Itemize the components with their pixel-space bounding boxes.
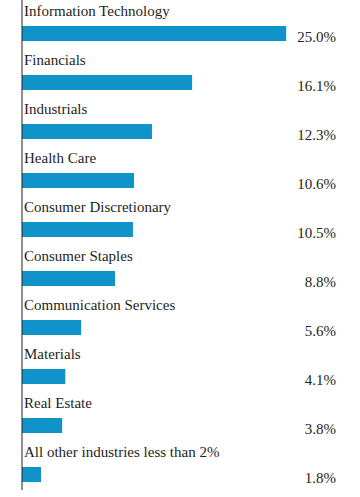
value-label: 12.3%: [297, 127, 336, 143]
value-label: 5.6%: [305, 323, 336, 339]
bar: [22, 320, 81, 335]
category-label: All other industries less than 2%: [24, 444, 219, 460]
category-label: Materials: [24, 346, 81, 362]
bar: [22, 222, 133, 237]
labels: Information Technology 25.0% Financials 16.…: [24, 3, 336, 486]
value-label: 16.1%: [297, 78, 336, 94]
bar: [22, 173, 134, 188]
value-label: 4.1%: [305, 372, 336, 388]
bar: [22, 418, 62, 433]
bars: [22, 26, 286, 482]
bar: [22, 124, 152, 139]
value-label: 25.0%: [297, 29, 336, 45]
category-label: Health Care: [24, 150, 96, 166]
value-label: 3.8%: [305, 421, 336, 437]
axis-line: [22, 0, 23, 490]
category-label: Consumer Staples: [24, 248, 133, 264]
category-label: Communication Services: [24, 297, 175, 313]
value-label: 10.5%: [297, 225, 336, 241]
chart-container: Information Technology 25.0% Financials 16.…: [0, 0, 360, 497]
bar: [22, 467, 41, 482]
value-label: 1.8%: [305, 470, 336, 486]
bar: [22, 271, 115, 286]
chart: Information Technology 25.0% Financials 16.…: [0, 0, 360, 497]
bar: [22, 369, 65, 384]
value-label: 8.8%: [305, 274, 336, 290]
category-label: Industrials: [24, 101, 87, 117]
category-label: Consumer Discretionary: [24, 199, 172, 215]
category-label: Information Technology: [24, 3, 170, 19]
bar: [22, 26, 286, 41]
category-label: Real Estate: [24, 395, 92, 411]
value-label: 10.6%: [297, 176, 336, 192]
category-label: Financials: [24, 52, 86, 68]
bar: [22, 75, 192, 90]
